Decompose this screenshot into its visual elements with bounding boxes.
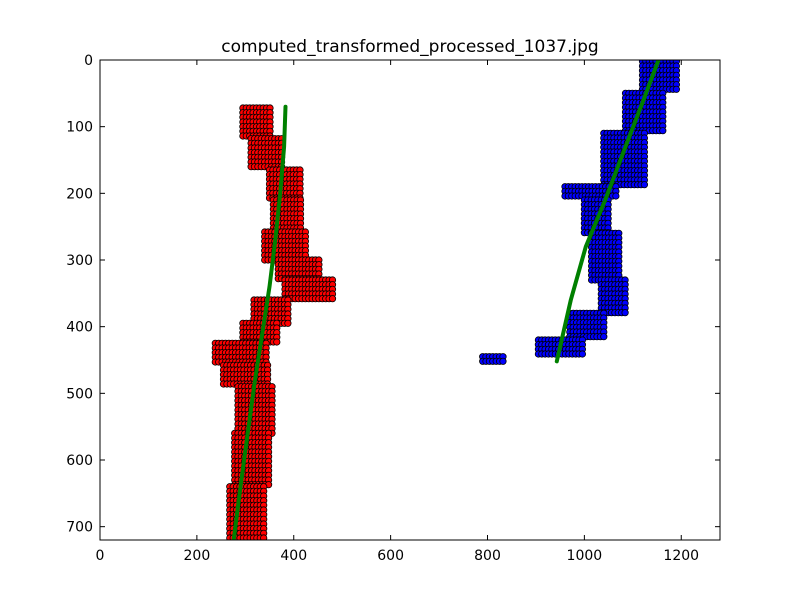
scatter-point [578,350,587,358]
scatter-point [640,181,649,189]
x-tick-label: 1000 [567,548,603,564]
y-tick-label: 300 [66,253,93,269]
y-tick-label: 600 [66,453,93,469]
y-tick-label: 500 [66,386,93,402]
x-tick-label: 0 [96,548,105,564]
data-marks [211,60,681,540]
fit-line-2 [231,104,288,540]
scatter-point [600,333,608,341]
scatter-series-1 [479,60,681,365]
x-tick-label: 1200 [663,548,699,564]
x-tick-label: 200 [184,548,211,564]
scatter-point [260,534,268,540]
plot-frame [99,59,721,541]
scatter-point [328,295,337,303]
x-axis: 0 200 400 600 800 1000 1200 [96,60,699,564]
scatter-point [273,338,281,346]
scatter-point [621,309,629,317]
chart-title: computed_transformed_processed_1037.jpg [221,37,598,57]
scatter-point [284,319,292,327]
x-tick-label: 800 [474,548,501,564]
y-tick-label: 400 [66,320,93,336]
scatter-point [499,357,507,365]
y-axis: 0 100 200 300 400 500 600 700 [66,53,720,536]
scatter-point [612,192,620,200]
scatter-point [672,85,681,93]
x-tick-label: 400 [280,548,307,564]
scatter-point [659,127,667,135]
x-tick-label: 600 [377,548,404,564]
y-tick-label: 200 [66,186,93,202]
y-tick-label: 0 [84,53,93,69]
y-tick-label: 700 [66,520,93,536]
plot-area [99,59,721,541]
fit-line-3 [554,60,661,364]
y-tick-label: 100 [66,120,93,136]
